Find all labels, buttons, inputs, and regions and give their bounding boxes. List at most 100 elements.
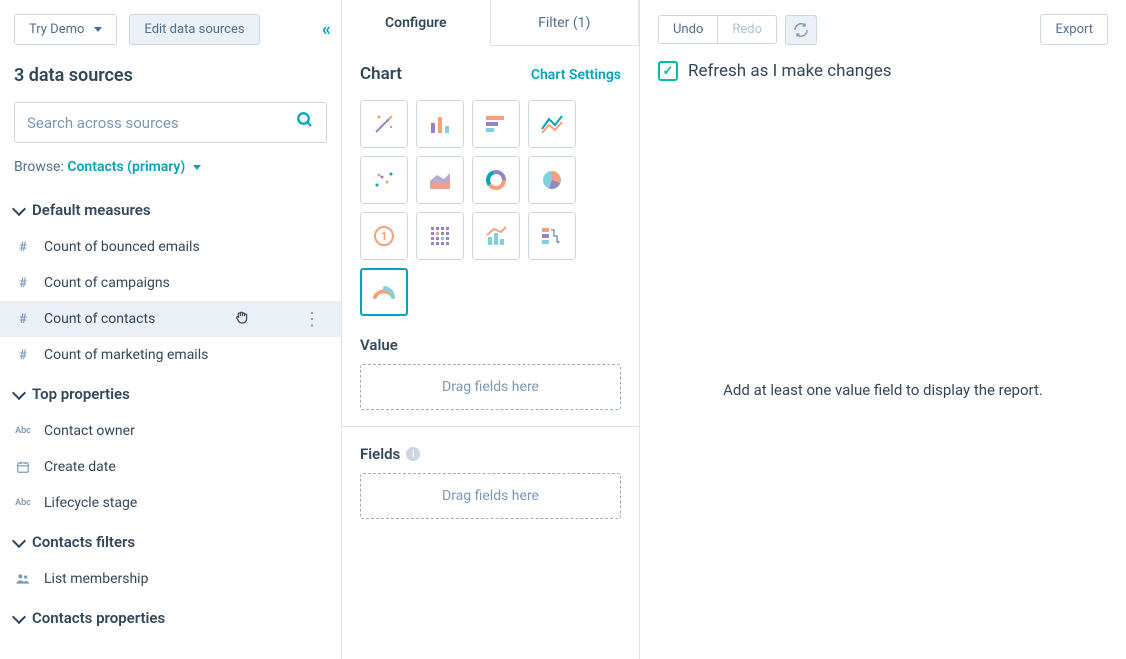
date-icon [14, 460, 32, 474]
data-sources-title: 3 data sources [14, 65, 327, 86]
field-label: List membership [44, 571, 327, 587]
field-label: Lifecycle stage [44, 495, 327, 511]
number-icon: # [14, 312, 32, 327]
field-row[interactable]: # Count of bounced emails [0, 229, 341, 265]
fields-label-text: Fields [360, 445, 400, 463]
chart-type-donut[interactable] [472, 156, 520, 204]
chart-type-combo[interactable] [472, 212, 520, 260]
field-label: Contact owner [44, 423, 327, 439]
section-title: Contacts properties [32, 609, 165, 627]
grab-cursor-icon [233, 308, 251, 330]
chevron-down-icon [12, 609, 26, 623]
info-icon[interactable]: i [406, 447, 420, 461]
chart-type-scatter[interactable] [360, 156, 408, 204]
chevron-down-icon [94, 27, 102, 32]
field-row[interactable]: # Count of marketing emails [0, 337, 341, 373]
chart-type-pivot[interactable] [416, 212, 464, 260]
search-input-wrap[interactable] [14, 102, 327, 143]
chart-type-grid: 1 [360, 100, 621, 316]
tab-label: Configure [385, 15, 446, 31]
field-row[interactable]: Abc Contact owner [0, 413, 341, 449]
section-contacts-properties[interactable]: Contacts properties [0, 597, 341, 637]
chart-type-bar[interactable] [416, 100, 464, 148]
refresh-toggle-row: ✓ Refresh as I make changes [658, 61, 1108, 81]
field-row[interactable]: Create date [0, 449, 341, 485]
fields-scroll-area[interactable]: Default measures # Count of bounced emai… [0, 189, 341, 659]
drop-hint: Drag fields here [442, 488, 539, 504]
field-label: Count of marketing emails [44, 347, 327, 363]
collapse-panel-icon[interactable]: « [322, 19, 327, 40]
browse-row: Browse: Contacts (primary) [14, 159, 327, 175]
chart-type-magic[interactable] [360, 100, 408, 148]
preview-toolbar: Undo Redo Export [658, 14, 1108, 45]
people-icon [14, 571, 32, 587]
tab-filter[interactable]: Filter (1) [491, 0, 640, 46]
chevron-down-icon [12, 533, 26, 547]
tab-label: Filter (1) [538, 15, 590, 31]
try-demo-button[interactable]: Try Demo [14, 14, 117, 45]
chart-type-funnel[interactable] [528, 212, 576, 260]
undo-button[interactable]: Undo [659, 16, 718, 43]
chevron-down-icon [12, 385, 26, 399]
chart-type-area[interactable] [416, 156, 464, 204]
edit-data-sources-label: Edit data sources [144, 22, 244, 37]
text-icon: Abc [14, 426, 32, 436]
export-label: Export [1055, 22, 1093, 37]
number-icon: # [14, 348, 32, 363]
drop-hint: Drag fields here [442, 379, 539, 395]
chevron-down-icon [193, 165, 201, 170]
number-icon: # [14, 276, 32, 291]
browse-source-label: Contacts (primary) [67, 159, 185, 175]
data-sources-panel: Try Demo Edit data sources « 3 data sour… [0, 0, 342, 659]
section-title: Contacts filters [32, 533, 135, 551]
fields-section-label: Fields i [360, 445, 621, 463]
section-contacts-filters[interactable]: Contacts filters [0, 521, 341, 561]
section-default-measures[interactable]: Default measures [0, 189, 341, 229]
preview-panel: Undo Redo Export ✓ Refresh as I make cha… [640, 0, 1126, 659]
section-title: Top properties [32, 385, 130, 403]
config-tabs: Configure Filter (1) [342, 0, 639, 46]
export-button[interactable]: Export [1040, 14, 1108, 45]
refresh-button[interactable] [785, 15, 817, 45]
empty-state-message: Add at least one value field to display … [658, 381, 1108, 399]
value-section-label: Value [360, 336, 621, 354]
section-top-properties[interactable]: Top properties [0, 373, 341, 413]
field-label: Create date [44, 459, 327, 475]
number-icon: # [14, 240, 32, 255]
field-label: Count of campaigns [44, 275, 327, 291]
fields-drop-zone[interactable]: Drag fields here [360, 473, 621, 519]
search-icon[interactable] [296, 111, 314, 134]
undo-redo-group: Undo Redo [658, 15, 777, 44]
field-label: Count of contacts [44, 311, 291, 327]
edit-data-sources-button[interactable]: Edit data sources [129, 14, 259, 45]
field-row[interactable]: # Count of contacts ⋮ [0, 301, 341, 337]
chart-type-pie[interactable] [528, 156, 576, 204]
chart-type-gauge[interactable] [360, 268, 408, 316]
refresh-label: Refresh as I make changes [688, 61, 892, 81]
chart-section-title: Chart [360, 64, 402, 84]
field-row[interactable]: Abc Lifecycle stage [0, 485, 341, 521]
chart-type-kpi[interactable]: 1 [360, 212, 408, 260]
chevron-down-icon [12, 201, 26, 215]
try-demo-label: Try Demo [29, 22, 84, 37]
field-label: Count of bounced emails [44, 239, 327, 255]
undo-label: Undo [673, 22, 703, 37]
field-actions-menu[interactable]: ⋮ [303, 315, 327, 324]
configure-panel: Configure Filter (1) Chart Chart Setting… [342, 0, 640, 659]
field-row[interactable]: List membership [0, 561, 341, 597]
redo-label: Redo [732, 22, 762, 37]
field-row[interactable]: # Count of campaigns [0, 265, 341, 301]
section-title: Default measures [32, 201, 151, 219]
chart-type-hbar[interactable] [472, 100, 520, 148]
chart-settings-link[interactable]: Chart Settings [531, 67, 621, 83]
tab-configure[interactable]: Configure [342, 0, 491, 46]
refresh-checkbox[interactable]: ✓ [658, 61, 678, 81]
browse-label: Browse: [14, 159, 64, 175]
search-input[interactable] [27, 114, 296, 132]
browse-source-dropdown[interactable]: Contacts (primary) [67, 159, 200, 175]
chart-type-line[interactable] [528, 100, 576, 148]
text-icon: Abc [14, 498, 32, 508]
value-drop-zone[interactable]: Drag fields here [360, 364, 621, 410]
svg-text:1: 1 [381, 230, 387, 243]
redo-button[interactable]: Redo [718, 16, 776, 43]
